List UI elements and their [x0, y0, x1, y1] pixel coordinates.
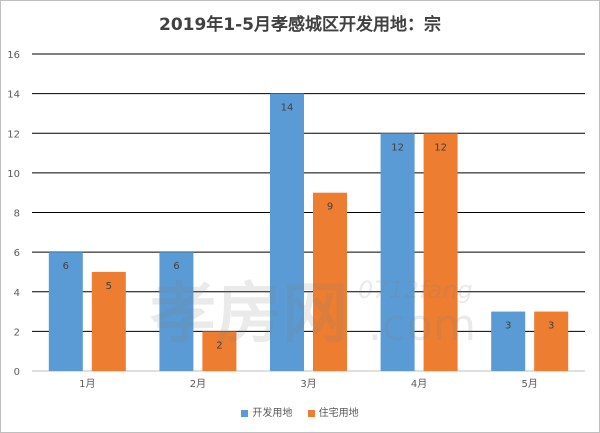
data-label: 6 — [173, 261, 179, 272]
bar-series-0 — [380, 133, 415, 371]
x-tick-label: 4月 — [411, 378, 427, 390]
y-tick-label: 12 — [7, 129, 20, 140]
legend-item-series-1: 住宅用地 — [307, 404, 359, 419]
legend-swatch — [241, 409, 249, 417]
data-label: 9 — [327, 202, 333, 213]
data-label: 2 — [216, 340, 222, 351]
legend-label: 开发用地 — [252, 408, 293, 419]
data-label: 12 — [391, 142, 404, 153]
chart-title: 2019年1-5月孝感城区开发用地：宗 — [158, 15, 442, 35]
bar-series-1 — [313, 192, 347, 371]
bar-series-0 — [270, 93, 304, 371]
x-tick-label: 5月 — [522, 378, 538, 390]
data-label: 5 — [106, 281, 112, 292]
data-label: 3 — [548, 321, 554, 332]
x-tick-label: 1月 — [79, 378, 95, 390]
y-tick-label: 4 — [14, 288, 20, 299]
legend-label: 住宅用地 — [318, 408, 359, 419]
legend-swatch — [307, 409, 315, 417]
bar-series-1 — [423, 133, 458, 371]
y-tick-label: 8 — [14, 209, 20, 220]
bar-series-0 — [159, 252, 194, 371]
data-label: 12 — [434, 142, 447, 153]
bar-series-1 — [91, 271, 126, 371]
chart-legend: 开发用地 住宅用地 — [0, 404, 600, 419]
y-tick-label: 6 — [14, 248, 20, 259]
bar-series-1 — [202, 331, 237, 371]
data-label: 14 — [281, 103, 294, 114]
x-tick-label: 2月 — [190, 378, 206, 390]
y-tick-label: 16 — [7, 50, 20, 61]
bar-series-1 — [534, 311, 569, 371]
y-tick-label: 10 — [7, 169, 20, 180]
bar-series-0 — [491, 311, 526, 371]
data-label: 6 — [63, 261, 69, 272]
x-tick-label: 3月 — [300, 378, 316, 390]
bar-series-0 — [48, 252, 83, 371]
data-label: 3 — [505, 321, 511, 332]
y-tick-label: 0 — [14, 367, 20, 378]
legend-item-series-0: 开发用地 — [241, 404, 292, 419]
y-tick-label: 14 — [7, 90, 20, 101]
y-tick-label: 2 — [14, 327, 20, 338]
